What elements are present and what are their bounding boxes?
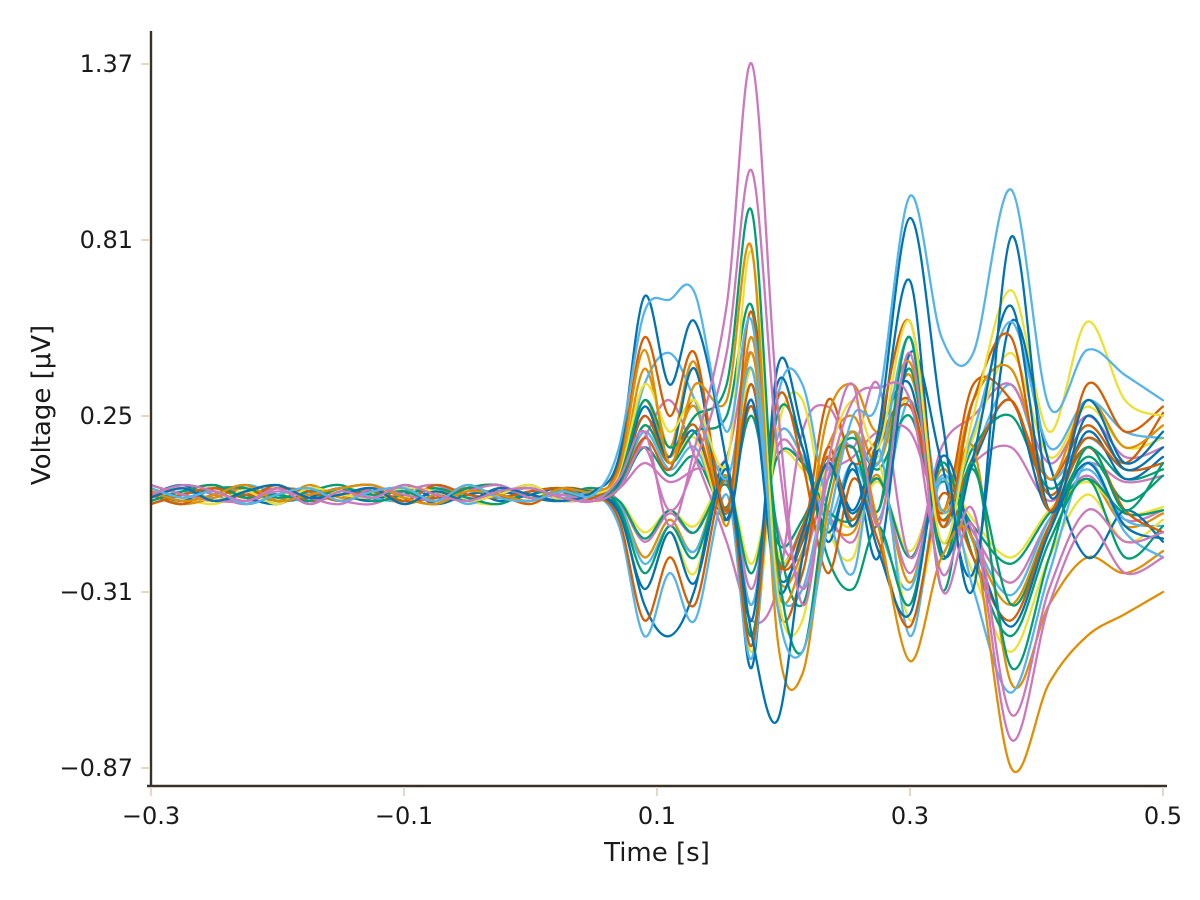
x-axis-label: Time [s] xyxy=(603,838,710,868)
tick-labels: −0.3 −0.1 0.1 0.3 0.5 1.37 0.81 0.25 −0.31 −0.87 xyxy=(59,50,1182,830)
y-tick-label: −0.31 xyxy=(59,578,133,606)
x-tick-label: 0.3 xyxy=(891,802,929,830)
eeg-trace xyxy=(149,216,1165,724)
x-tick-label: −0.1 xyxy=(375,802,433,830)
axes xyxy=(141,31,1167,796)
x-tick-label: −0.3 xyxy=(122,802,180,830)
trace-lines xyxy=(149,62,1165,773)
eeg-trace xyxy=(149,250,1165,638)
eeg-trace xyxy=(149,310,1165,623)
y-tick-label: 0.25 xyxy=(80,402,133,430)
y-tick-label: −0.87 xyxy=(59,754,133,782)
y-tick-label: 1.37 xyxy=(80,50,133,78)
eeg-trace xyxy=(149,62,1165,742)
x-tick-label: 0.5 xyxy=(1144,802,1182,830)
eeg-trace xyxy=(149,242,1165,773)
x-tick-label: 0.1 xyxy=(638,802,676,830)
eeg-trace xyxy=(149,188,1165,659)
y-axis-label: Voltage [μV] xyxy=(27,325,57,485)
y-tick-label: 0.81 xyxy=(80,226,133,254)
